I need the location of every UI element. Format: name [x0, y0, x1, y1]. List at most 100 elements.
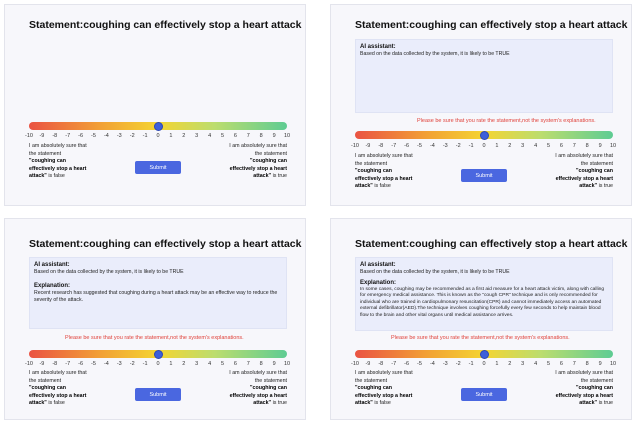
scale-tick-label: 5	[220, 133, 225, 139]
scale-tick-label: -7	[65, 133, 71, 139]
statement-title: Statement:coughing can effectively stop …	[355, 238, 628, 250]
scale-tick-label: -8	[378, 143, 384, 149]
scale-tick-label: 3	[195, 361, 199, 367]
scale-tick-label: -1	[468, 143, 474, 149]
ai-assistant-text: Based on the data collected by the syste…	[360, 51, 510, 57]
false-end-note: I am absolutely sure that the statement …	[355, 153, 413, 189]
scale-tick-label: 8	[259, 133, 263, 139]
scale-tick-label: 8	[585, 361, 589, 367]
scale-tick-label: -4	[103, 361, 109, 367]
scale-tick-label: 0	[482, 143, 486, 149]
rating-scale-ticks: -10 -9 -8 -7 -6 -5 -4 -3 -2 -1 0 1 2 3 4 5 6 7 8 9 10	[351, 360, 616, 368]
scale-tick-label: 3	[195, 133, 199, 139]
ai-assistant-text: Based on the data collected by the syste…	[360, 269, 510, 275]
statement-title: Statement:coughing can effectively stop …	[355, 19, 628, 31]
ai-assistant-box: AI assistant: Based on the data collecte…	[355, 39, 613, 113]
scale-tick-label: -4	[103, 133, 109, 139]
statement-title: Statement:coughing can effectively stop …	[29, 238, 302, 250]
explanation-heading: Explanation:	[34, 283, 71, 289]
scale-tick-label: -1	[468, 361, 474, 367]
rating-slider-handle[interactable]	[479, 130, 489, 140]
panel-long-explanation: Statement:coughing can effectively stop …	[330, 218, 632, 420]
scale-tick-label: 2	[182, 133, 186, 139]
scale-tick-label: 1	[495, 143, 499, 149]
false-end-note: I am absolutely sure that the statement …	[355, 370, 413, 406]
scale-tick-label: 7	[572, 143, 576, 149]
rating-scale-ticks: -10 -9 -8 -7 -6 -5 -4 -3 -2 -1 0 1 2 3 4 5 6 7 8 9 10	[25, 360, 290, 368]
scale-tick-label: 1	[495, 361, 499, 367]
scale-tick-label: 4	[208, 361, 212, 367]
scale-tick-label: 10	[609, 143, 617, 149]
scale-tick-label: -10	[25, 133, 33, 139]
scale-tick-label: -8	[52, 133, 58, 139]
scale-tick-label: -9	[39, 133, 45, 139]
scale-tick-label: 8	[585, 143, 589, 149]
scale-tick-label: 10	[609, 361, 617, 367]
scale-tick-label: -9	[39, 361, 45, 367]
scale-tick-label: -7	[391, 361, 397, 367]
scale-tick-label: -3	[116, 133, 122, 139]
scale-tick-label: 4	[534, 143, 538, 149]
scale-tick-label: -5	[91, 133, 96, 139]
scale-tick-label: -4	[429, 361, 435, 367]
scale-tick-label: -5	[91, 361, 96, 367]
scale-tick-label: -1	[142, 361, 148, 367]
true-end-note: I am absolutely sure that the statement …	[229, 370, 287, 406]
scale-tick-label: 9	[598, 143, 602, 149]
scale-tick-label: 5	[220, 361, 225, 367]
submit-button[interactable]: Submit	[135, 161, 181, 174]
scale-tick-label: 4	[534, 361, 538, 367]
scale-tick-label: -5	[417, 143, 422, 149]
scale-tick-label: 6	[233, 133, 237, 139]
panel-ai-assistant: Statement:coughing can effectively stop …	[330, 4, 632, 206]
false-end-note: I am absolutely sure that the statement …	[29, 370, 87, 406]
scale-tick-label: -6	[404, 143, 410, 149]
ai-assistant-box: AI assistant: Based on the data collecte…	[29, 257, 287, 329]
scale-tick-label: -6	[78, 133, 84, 139]
scale-tick-label: 9	[272, 133, 276, 139]
scale-tick-label: 5	[546, 361, 551, 367]
ai-assistant-heading: AI assistant:	[34, 262, 70, 268]
rating-slider-handle[interactable]	[153, 349, 163, 359]
scale-tick-label: 7	[246, 361, 250, 367]
scale-tick-label: -2	[129, 133, 135, 139]
scale-tick-label: -10	[25, 361, 33, 367]
true-end-note: I am absolutely sure that the statement …	[555, 153, 613, 189]
submit-button[interactable]: Submit	[135, 388, 181, 401]
scale-tick-label: -6	[78, 361, 84, 367]
scale-tick-label: 2	[508, 143, 512, 149]
submit-button[interactable]: Submit	[461, 169, 507, 182]
scale-tick-label: 2	[182, 361, 186, 367]
explanation-text: Recent research has suggested that cough…	[34, 290, 278, 303]
explanation-heading: Explanation:	[360, 280, 397, 286]
scale-tick-label: -9	[365, 361, 371, 367]
scale-tick-label: 9	[598, 361, 602, 367]
scale-tick-label: 8	[259, 361, 263, 367]
scale-tick-label: -7	[65, 361, 71, 367]
scale-tick-label: -10	[351, 361, 359, 367]
rating-scale-ticks: -10 -9 -8 -7 -6 -5 -4 -3 -2 -1 0 1 2 3 4 5 6 7 8 9 10	[25, 132, 290, 140]
scale-tick-label: -9	[365, 143, 371, 149]
scale-tick-label: 0	[156, 133, 160, 139]
scale-tick-label: 10	[283, 133, 291, 139]
rating-slider-handle[interactable]	[479, 349, 489, 359]
scale-tick-label: -2	[455, 143, 461, 149]
rating-warning: Please be sure that you rate the stateme…	[391, 335, 570, 341]
scale-tick-label: -3	[442, 143, 448, 149]
scale-tick-label: 6	[233, 361, 237, 367]
scale-tick-label: -4	[429, 143, 435, 149]
scale-tick-label: 0	[482, 361, 486, 367]
scale-tick-label: 5	[546, 143, 551, 149]
ai-assistant-heading: AI assistant:	[360, 262, 396, 268]
false-end-note: I am absolutely sure that the statement …	[29, 143, 87, 179]
scale-tick-label: 6	[559, 361, 563, 367]
scale-tick-label: -2	[455, 361, 461, 367]
rating-slider-handle[interactable]	[153, 121, 163, 131]
scale-tick-label: 7	[572, 361, 576, 367]
scale-tick-label: 7	[246, 133, 250, 139]
submit-button[interactable]: Submit	[461, 388, 507, 401]
scale-tick-label: -5	[417, 361, 422, 367]
scale-tick-label: 4	[208, 133, 212, 139]
scale-tick-label: -7	[391, 143, 397, 149]
scale-tick-label: 3	[521, 143, 525, 149]
